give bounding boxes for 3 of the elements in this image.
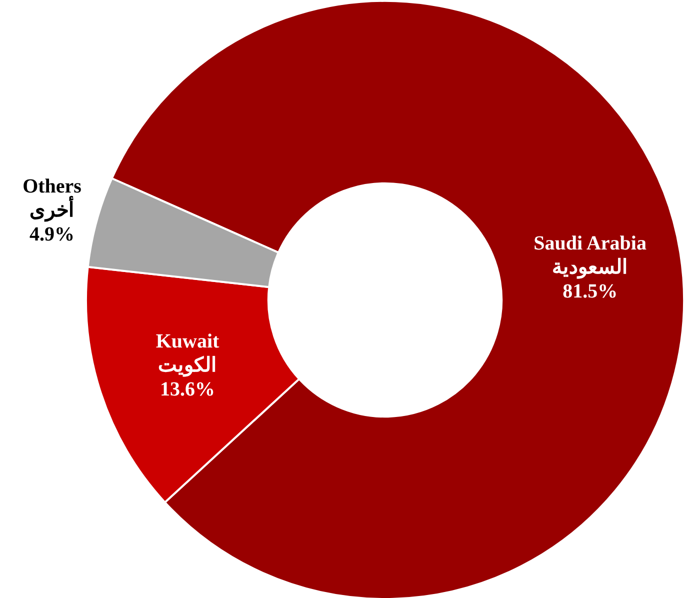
data-label: 13.6% (160, 378, 215, 401)
data-label: 4.9% (30, 224, 75, 246)
data-label: 81.5% (562, 280, 618, 302)
